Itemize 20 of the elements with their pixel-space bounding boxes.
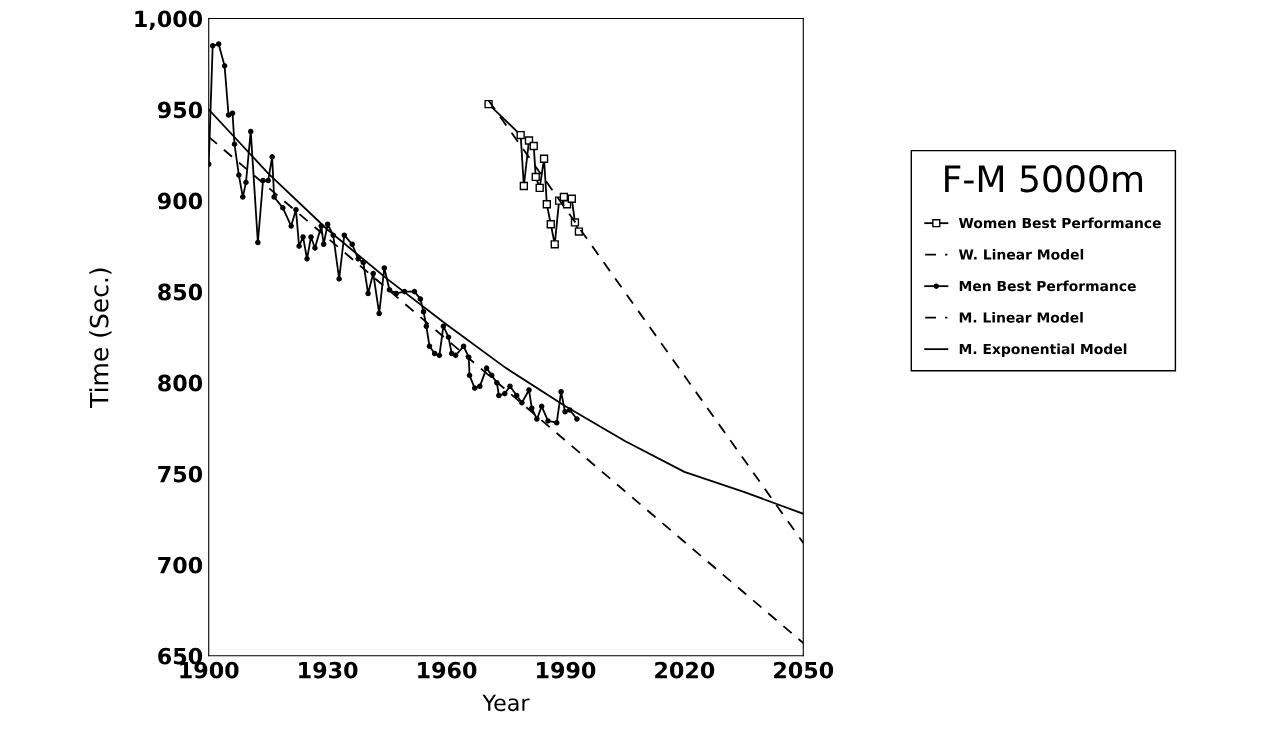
y-tick-label: 750 xyxy=(158,465,203,483)
legend-title: F-M 5000m xyxy=(945,165,1143,193)
legend-label: Men Best Performance xyxy=(959,280,1136,292)
y-tick-label: 1,000 xyxy=(135,10,203,31)
x-tick-label: 2050 xyxy=(774,661,834,679)
x-tick-label: 1960 xyxy=(418,661,477,679)
y-tick-label: 900 xyxy=(157,192,203,210)
x-axis-title: Year xyxy=(482,694,530,712)
legend-label: M. Linear Model xyxy=(959,311,1083,323)
y-tick-label: 850 xyxy=(158,283,203,301)
x-tick-label: 1990 xyxy=(537,661,596,679)
y-tick-label: 700 xyxy=(158,556,203,574)
x-tick-label: 1930 xyxy=(299,661,358,679)
legend-label: Women Best Performance xyxy=(958,217,1161,229)
y-tick-label: 800 xyxy=(158,374,203,392)
legend-label: W. Linear Model xyxy=(958,248,1084,260)
x-tick-label: 2020 xyxy=(655,661,715,679)
y-axis-title: Time (Sec.) xyxy=(89,268,112,409)
y-tick-label: 950 xyxy=(157,101,203,119)
legend-label: M. Exponential Model xyxy=(959,343,1127,357)
